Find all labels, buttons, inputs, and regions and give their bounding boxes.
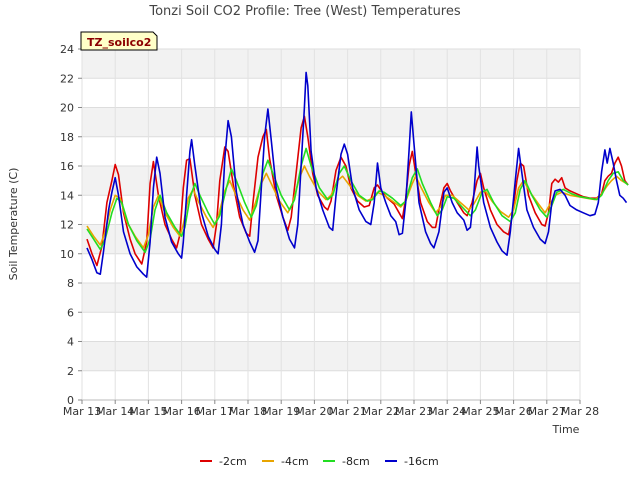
y-tick-label: 12: [60, 219, 74, 232]
y-tick-label: 18: [60, 131, 74, 144]
x-tick-label: Mar 20: [295, 405, 333, 418]
y-tick-label: 10: [60, 248, 74, 261]
site-badge: TZ_soilco2: [80, 31, 158, 51]
x-axis-label: Time: [552, 423, 580, 436]
band-14: [82, 166, 580, 196]
x-tick-label: Mar 16: [162, 405, 200, 418]
band-2: [82, 341, 580, 371]
y-tick-label: 22: [60, 72, 74, 85]
x-tick-label: Mar 17: [196, 405, 234, 418]
legend-label: -16cm: [404, 455, 439, 468]
band-18: [82, 107, 580, 137]
x-tick-label: Mar 22: [362, 405, 400, 418]
x-tick-label: Mar 18: [229, 405, 267, 418]
x-tick-label: Mar 21: [328, 405, 366, 418]
y-tick-label: 6: [67, 306, 74, 319]
plot-lines: [86, 71, 629, 278]
y-axis-label: Soil Temperature (C): [7, 168, 20, 281]
y-tick-label: 20: [60, 102, 74, 115]
background-bands: [82, 49, 580, 400]
y-tick-label: 24: [60, 43, 74, 56]
y-tick-label: 2: [67, 365, 74, 378]
site-badge-box: [80, 31, 158, 51]
band-22: [82, 49, 580, 79]
band-0: [82, 370, 580, 400]
x-tick-label: Mar 25: [461, 405, 499, 418]
chart-title: Tonzi Soil CO2 Profile: Tree (West) Temp…: [148, 4, 461, 19]
x-tick-label: Mar 26: [494, 405, 532, 418]
band-6: [82, 283, 580, 313]
x-tick-label: Mar 19: [262, 405, 300, 418]
legend-label: -4cm: [281, 455, 309, 468]
site-badge-label: TZ_soilco2: [87, 36, 151, 49]
band-8: [82, 253, 580, 283]
y-tick-label: 8: [67, 277, 74, 290]
band-4: [82, 312, 580, 342]
x-tick-label: Mar 15: [129, 405, 167, 418]
y-tick-label: 16: [60, 160, 74, 173]
band-20: [82, 78, 580, 108]
legend-label: -2cm: [219, 455, 247, 468]
legend-label: -8cm: [342, 455, 370, 468]
y-tick-label: 14: [60, 189, 74, 202]
series-line-2cmcm: [86, 115, 629, 267]
gridlines: [81, 48, 581, 401]
x-tick-label: Mar 27: [528, 405, 566, 418]
y-tick-label: 4: [67, 336, 74, 349]
legend: -2cm -4cm -8cm -16cm: [200, 455, 439, 468]
x-tick-label: Mar 28: [561, 405, 599, 418]
x-tick-label: Mar 23: [395, 405, 433, 418]
series-line-16cmcm: [86, 71, 628, 278]
x-tick-label: Mar 14: [96, 405, 134, 418]
series-line-4cmcm: [86, 165, 627, 249]
x-tick-label: Mar 13: [63, 405, 101, 418]
band-16: [82, 136, 580, 166]
y-tick-label: 0: [67, 394, 74, 407]
x-tick-label: Mar 24: [428, 405, 466, 418]
